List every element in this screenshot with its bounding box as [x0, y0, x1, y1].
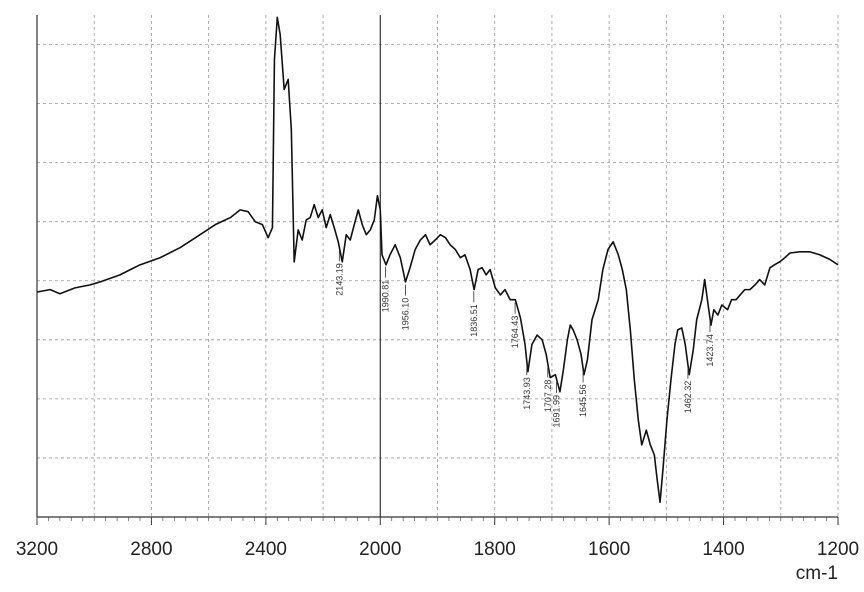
spectrum-line [36, 16, 839, 504]
peak-label: 1764.43 [510, 316, 520, 349]
x-tick-label: 2800 [130, 539, 172, 560]
peak-label: 1462.32 [683, 381, 693, 414]
x-tick-label: 2000 [359, 539, 401, 560]
x-tick-label: 2400 [245, 539, 287, 560]
peak-label: 1956.10 [400, 298, 410, 331]
x-tick-label: 3200 [16, 539, 58, 560]
peak-label: 1990.81 [381, 280, 391, 313]
peak-label: 2143.19 [334, 263, 344, 296]
x-axis-label: cm-1 [796, 563, 838, 584]
x-tick-label: 1400 [702, 539, 744, 560]
peak-label: 1836.51 [469, 304, 479, 337]
peak-label: 1691.99 [552, 395, 562, 428]
peak-label: 1707.28 [543, 380, 553, 413]
x-tick-label: 1800 [474, 539, 516, 560]
peak-label: 1743.93 [522, 377, 532, 410]
peak-label: 1645.56 [578, 384, 588, 417]
peak-label: 1423.74 [705, 334, 715, 367]
x-tick-label: 1600 [588, 539, 630, 560]
x-tick-label: 1200 [817, 539, 859, 560]
